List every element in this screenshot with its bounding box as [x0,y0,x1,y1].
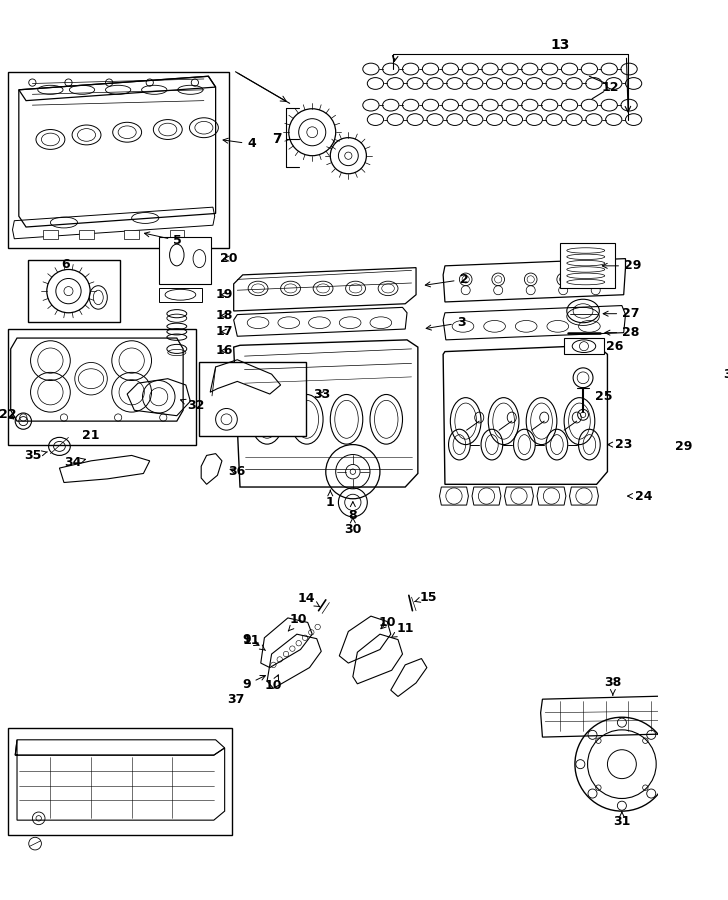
FancyBboxPatch shape [8,329,196,445]
Text: 33: 33 [314,388,331,400]
Text: 30: 30 [344,518,362,536]
FancyBboxPatch shape [28,260,120,322]
Text: 21: 21 [82,429,100,442]
Text: 3: 3 [426,316,465,330]
FancyBboxPatch shape [159,287,202,302]
Text: 6: 6 [61,257,70,271]
FancyBboxPatch shape [564,338,604,355]
FancyBboxPatch shape [170,230,184,238]
Text: 18: 18 [216,309,234,322]
Text: 13: 13 [551,38,570,51]
Text: 5: 5 [144,232,182,248]
FancyBboxPatch shape [124,230,139,238]
Text: 24: 24 [628,490,652,502]
Text: 19: 19 [216,288,234,302]
Text: 25: 25 [595,391,612,403]
FancyBboxPatch shape [43,230,58,238]
Text: 27: 27 [604,307,640,320]
Text: 22: 22 [0,409,17,421]
Text: 2: 2 [425,273,468,287]
Text: 9: 9 [242,676,266,691]
Text: 30: 30 [724,368,728,381]
Text: 34: 34 [64,456,85,469]
Text: 10: 10 [379,616,396,629]
FancyBboxPatch shape [79,230,94,238]
Text: 4: 4 [223,138,256,150]
Text: 31: 31 [613,812,630,829]
Text: 32: 32 [181,400,205,412]
Text: 28: 28 [605,326,640,339]
FancyBboxPatch shape [199,362,306,436]
Text: 14: 14 [297,591,320,607]
Text: 7: 7 [272,132,282,147]
Text: 11: 11 [391,622,414,637]
Text: 17: 17 [216,325,234,338]
Text: 15: 15 [414,590,438,604]
FancyBboxPatch shape [159,237,211,284]
FancyBboxPatch shape [561,243,614,288]
Text: 8: 8 [349,501,357,521]
Text: 10: 10 [265,675,282,692]
Text: 12: 12 [601,81,619,94]
Text: 29: 29 [675,440,692,453]
FancyBboxPatch shape [8,72,229,248]
Text: 1: 1 [326,491,335,508]
Text: 9: 9 [242,633,259,646]
Text: 37: 37 [227,693,244,706]
Text: 20: 20 [220,252,237,266]
Text: 16: 16 [216,344,234,357]
Text: 11: 11 [243,634,266,651]
FancyBboxPatch shape [8,728,232,834]
Text: 26: 26 [606,339,623,353]
Text: 36: 36 [229,465,246,478]
Text: 29: 29 [602,259,641,273]
Text: 10: 10 [288,613,307,631]
Text: 23: 23 [608,438,633,451]
Text: 35: 35 [25,449,47,462]
Text: 38: 38 [604,677,622,695]
